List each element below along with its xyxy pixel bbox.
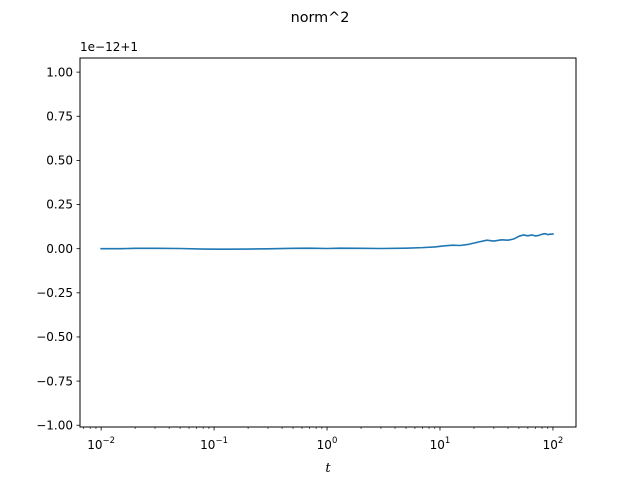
y-tick-label: 0.00 xyxy=(46,242,73,256)
x-axis-label: t xyxy=(325,461,331,476)
x-tick-label: 10−1 xyxy=(200,436,228,452)
series-line xyxy=(100,232,554,251)
y-tick-label: −0.25 xyxy=(36,286,73,300)
plot-frame xyxy=(79,57,577,428)
y-tick-label: −0.50 xyxy=(36,330,73,344)
x-tick-label: 100 xyxy=(317,436,338,452)
y-tick-label: −1.00 xyxy=(36,418,73,432)
x-tick-label: 10−2 xyxy=(87,436,115,452)
y-tick-label: −0.75 xyxy=(36,374,73,388)
y-tick-label: 0.25 xyxy=(46,198,73,212)
x-tick-label: 102 xyxy=(543,436,564,452)
y-tick-label: 0.75 xyxy=(46,109,73,123)
y-tick-label: 0.50 xyxy=(46,154,73,168)
chart-title: norm^2 xyxy=(291,10,350,26)
y-tick-label: 1.00 xyxy=(46,65,73,79)
y-offset-text: 1e−12+1 xyxy=(80,40,138,54)
x-tick-label: 101 xyxy=(430,436,451,452)
